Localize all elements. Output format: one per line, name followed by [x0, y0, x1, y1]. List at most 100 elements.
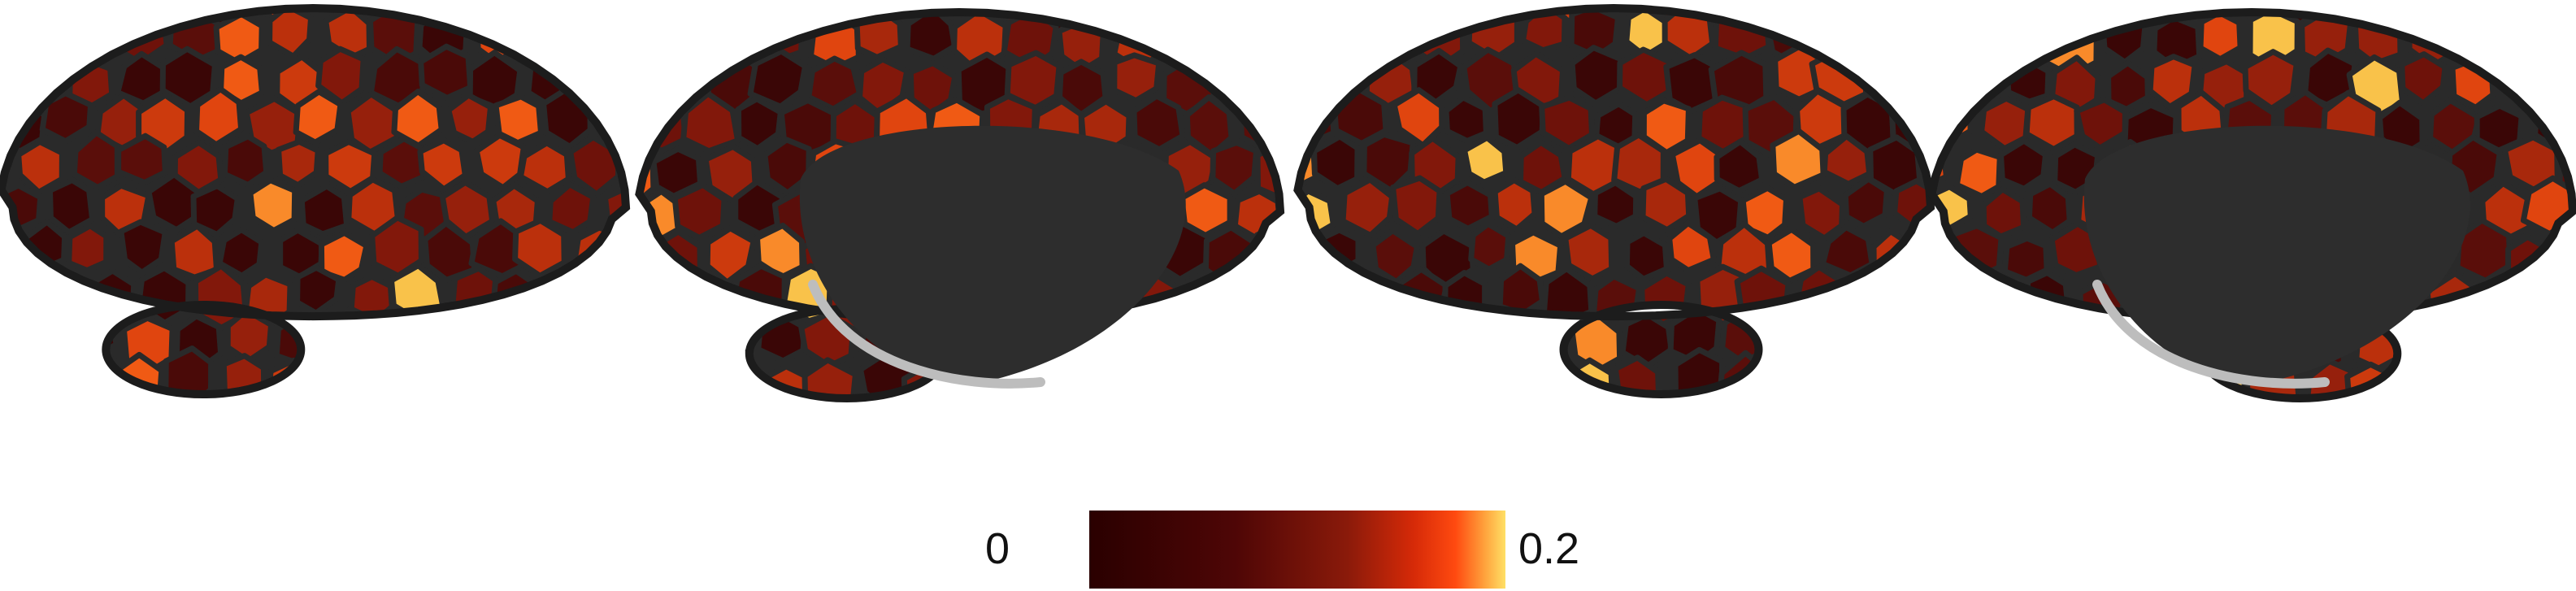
cortical-parcel [168, 223, 219, 280]
cortical-parcel [629, 359, 676, 409]
cortical-parcel [32, 8, 96, 26]
cortical-parcel [350, 398, 389, 446]
cortical-parcel [66, 223, 110, 274]
cortical-parcel [2370, 397, 2430, 398]
cortical-parcel [2074, 97, 2128, 151]
cortical-parcel [247, 177, 298, 234]
cortical-parcel [0, 399, 37, 453]
right-medial-hemisphere [1848, 0, 2576, 461]
cortical-parcel [2531, 12, 2573, 27]
cortical-parcel [465, 350, 517, 395]
cortical-parcel [1612, 354, 1662, 394]
cortical-parcel [96, 400, 140, 448]
cortical-parcel [1055, 357, 1105, 398]
cortical-parcel [1208, 315, 1261, 371]
cortical-parcel [1114, 356, 1163, 398]
cortical-parcel [523, 10, 570, 63]
cortical-parcel [2422, 12, 2482, 32]
cortical-parcel [904, 12, 958, 62]
cortical-parcel [1931, 314, 1953, 373]
cortical-parcel [1364, 302, 1415, 361]
cortical-parcel [1594, 8, 1644, 16]
cortical-parcel [639, 12, 666, 71]
cortical-parcel [2550, 229, 2573, 287]
cortical-parcel [115, 133, 168, 186]
cortical-parcel [1311, 133, 1361, 192]
cortical-parcel [1284, 0, 1332, 22]
cortical-parcel [775, 395, 829, 398]
cortical-parcel [518, 140, 571, 195]
cortical-parcel [1869, 0, 1918, 24]
cortical-parcel [1640, 98, 1692, 156]
cortical-parcel [2530, 268, 2573, 328]
cortical-parcel [2231, 404, 2274, 454]
cortical-parcel [1796, 185, 1845, 241]
cortical-parcel [2407, 318, 2455, 370]
cortical-parcel [1848, 13, 1895, 68]
cortical-parcel [1841, 8, 1900, 24]
cortical-parcel [747, 48, 808, 110]
cortical-parcel [1792, 8, 1850, 19]
cortical-parcel [1995, 12, 2053, 65]
cortical-parcel [1623, 230, 1670, 282]
cortical-parcel [71, 129, 120, 190]
cortical-parcel [1236, 0, 1285, 26]
cortical-parcel [1, 219, 19, 279]
cortical-parcel [2127, 404, 2179, 461]
cortical-parcel [467, 320, 515, 372]
cortical-parcel [702, 143, 758, 204]
cortical-parcel [1539, 94, 1595, 151]
cortical-parcel [698, 352, 752, 398]
cortical-parcel [1226, 259, 1280, 327]
cortical-parcel [2567, 12, 2573, 26]
medial-wall [799, 125, 1186, 383]
cortical-parcel [784, 12, 836, 25]
cortical-parcel [639, 319, 662, 380]
right-lateral-hemisphere [1235, 0, 1935, 454]
cortical-parcel [1440, 390, 1499, 394]
cortical-parcel [1186, 396, 1236, 398]
cortical-parcel [1991, 363, 2044, 398]
cortical-parcel [639, 363, 660, 398]
cortical-parcel [1317, 365, 1369, 420]
cortical-parcel [2022, 12, 2071, 20]
cortical-parcel [1314, 13, 1366, 71]
cortical-parcel [1796, 400, 1844, 454]
cortical-parcel [1931, 15, 1955, 70]
cortical-parcel [1696, 399, 1741, 450]
cortical-parcel [546, 181, 597, 236]
cortical-parcel [1534, 393, 1587, 394]
brain-surface-figure [0, 0, 2576, 461]
cortical-parcel [573, 306, 624, 364]
cortical-parcel [1442, 270, 1488, 323]
cortical-parcel [654, 12, 711, 74]
cortical-parcel [1419, 315, 1470, 370]
cortical-parcel [1595, 407, 1636, 451]
cortical-parcel [528, 358, 576, 395]
cortical-parcel [737, 12, 789, 24]
cortical-parcel [216, 227, 265, 279]
cortical-parcel [1236, 12, 1280, 20]
cortical-parcel [12, 8, 67, 63]
cortical-parcel [2023, 93, 2080, 153]
cortical-parcel [657, 314, 714, 380]
colorbar-gradient [1089, 511, 1505, 589]
cortical-parcel [1297, 8, 1314, 60]
cortical-parcel [1538, 178, 1595, 240]
cortical-parcel [1, 50, 20, 105]
cortical-parcel [988, 405, 1028, 451]
cortical-parcel [1235, 267, 1285, 319]
cortical-parcel [1, 318, 19, 368]
cortical-parcel [635, 406, 679, 458]
cortical-parcel [2026, 180, 2073, 236]
cortical-parcel [1390, 175, 1443, 237]
cortical-parcel [1998, 137, 2048, 192]
cortical-parcel [1666, 220, 1717, 274]
cortical-parcel [1314, 311, 1361, 366]
cortical-parcel [1258, 315, 1280, 368]
cortical-parcel [806, 55, 862, 112]
cortical-parcel [163, 345, 215, 395]
cortical-parcel [616, 316, 626, 369]
cortical-parcel [418, 43, 474, 101]
cortical-parcel [2100, 363, 2154, 398]
